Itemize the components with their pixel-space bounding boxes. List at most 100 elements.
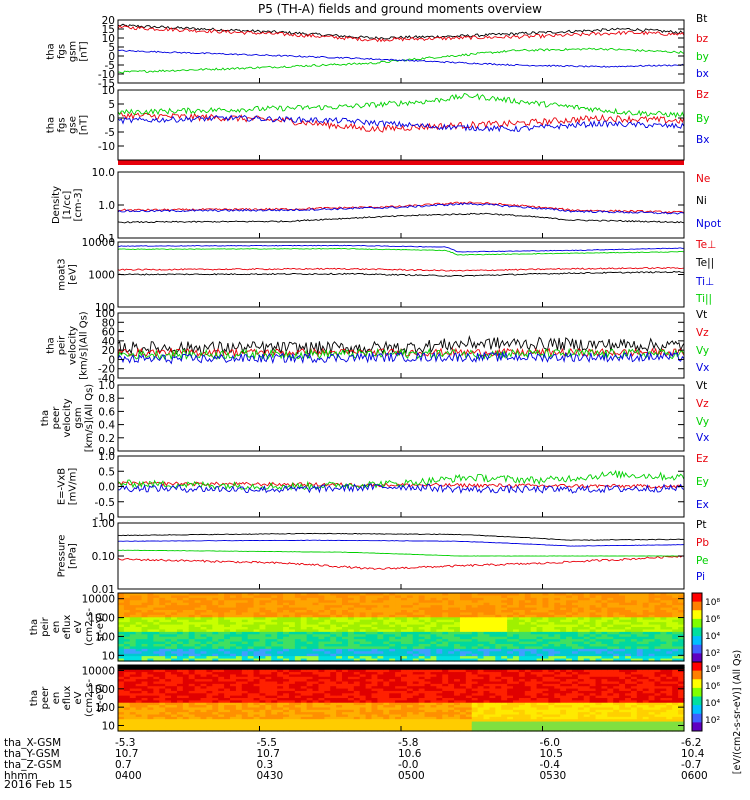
spectrogram-cell xyxy=(171,679,178,683)
spectrogram-cell xyxy=(377,595,384,599)
spectrogram-cell xyxy=(194,676,202,680)
spectrogram-cell xyxy=(200,712,208,716)
spectrogram-cell xyxy=(518,709,526,713)
spectrogram-cell xyxy=(182,595,190,599)
spectrogram-cell xyxy=(194,705,202,709)
spectrogram-cell xyxy=(129,658,137,662)
spectrogram-cell xyxy=(454,617,461,621)
spectrogram-cell xyxy=(312,672,320,676)
y-tick-label: 0.0 xyxy=(98,482,115,494)
spectrogram-cell xyxy=(465,656,473,660)
spectrogram-cell xyxy=(436,712,443,716)
spectrogram-cell xyxy=(554,646,561,650)
spectrogram-cell xyxy=(483,705,491,709)
spectrogram-cell xyxy=(347,646,355,650)
spectrogram-cell xyxy=(636,612,644,616)
spectrogram-cell xyxy=(412,714,420,718)
spectrogram-cell xyxy=(536,593,544,597)
spectrogram-cell xyxy=(171,610,178,614)
spectrogram-cell xyxy=(672,651,679,655)
spectrogram-cell xyxy=(536,669,544,673)
spectrogram-cell xyxy=(471,688,479,692)
spectrogram-cell xyxy=(206,721,213,725)
spectrogram-cell xyxy=(235,719,243,723)
spectrogram-cell xyxy=(277,593,284,597)
spectrogram-cell xyxy=(330,716,337,720)
spectrogram-cell xyxy=(265,622,272,626)
spectrogram-cell xyxy=(401,683,408,687)
spectrogram-cell xyxy=(542,653,549,657)
spectrogram-cell xyxy=(613,612,620,616)
spectrogram-cell xyxy=(454,702,461,706)
spectrogram-cell xyxy=(359,712,367,716)
spectrogram-cell xyxy=(401,707,408,711)
spectrogram-cell xyxy=(159,688,166,692)
spectrogram-cell xyxy=(129,627,137,631)
spectrogram-cell xyxy=(424,597,432,601)
spectrogram-cell xyxy=(336,709,343,713)
spectrogram-cell xyxy=(636,600,644,604)
spectrogram-cell xyxy=(465,644,473,648)
spectrogram-cell xyxy=(153,714,160,718)
spectrogram-cell xyxy=(389,681,396,685)
spectrogram-cell xyxy=(206,665,213,668)
spectrogram-cell xyxy=(513,700,520,704)
spectrogram-cell xyxy=(259,723,266,727)
spectrogram-cell xyxy=(294,726,302,730)
spectrogram-cell xyxy=(283,646,290,650)
spectrogram-cell xyxy=(294,714,302,718)
spectrogram-cell xyxy=(377,631,384,635)
spectrogram-cell xyxy=(330,681,337,685)
spectrogram-cell xyxy=(153,639,160,643)
spectrogram-cell xyxy=(288,707,296,711)
spectrogram-cell xyxy=(129,693,137,697)
spectrogram-cell xyxy=(330,669,337,673)
y-axis-label: fgs xyxy=(57,117,68,132)
spectrogram-cell xyxy=(607,629,614,633)
spectrogram-cell xyxy=(536,716,544,720)
spectrogram-cell xyxy=(619,629,626,633)
spectrogram-cell xyxy=(436,644,443,648)
spectrogram-cell xyxy=(401,595,408,599)
spectrogram-cell xyxy=(353,641,361,645)
spectrogram-cell xyxy=(536,674,544,678)
spectrogram-cell xyxy=(619,614,626,618)
spectrogram-cell xyxy=(642,595,650,599)
spectrogram-cell xyxy=(123,597,131,601)
spectrogram-cell xyxy=(571,617,579,621)
spectrogram-cell xyxy=(483,627,491,631)
spectrogram-cell xyxy=(141,728,149,732)
spectrogram-cell xyxy=(241,683,249,687)
spectrogram-cell xyxy=(536,624,544,628)
spectrogram-cell xyxy=(530,617,538,621)
spectrogram-cell xyxy=(347,622,355,626)
spectrogram-cell xyxy=(265,605,272,609)
spectrogram-cell xyxy=(135,721,143,725)
spectrogram-cell xyxy=(418,686,426,690)
spectrogram-cell xyxy=(165,665,172,668)
spectrogram-cell xyxy=(271,669,278,673)
spectrogram-cell xyxy=(347,709,355,713)
spectrogram-cell xyxy=(418,719,426,723)
spectrogram-cell xyxy=(141,614,149,618)
spectrogram-cell xyxy=(230,698,237,701)
spectrogram-cell xyxy=(259,658,266,662)
spectrogram-cell xyxy=(389,667,396,671)
spectrogram-cell xyxy=(135,695,143,699)
spectrogram-cell xyxy=(454,612,461,616)
spectrogram-cell xyxy=(312,614,320,618)
spectrogram-cell xyxy=(342,702,349,706)
y-tick-label: 0.6 xyxy=(98,406,115,418)
spectrogram-cell xyxy=(277,653,284,657)
spectrogram-cell xyxy=(342,712,349,716)
spectrogram-cell xyxy=(607,595,614,599)
spectrogram-cell xyxy=(194,683,202,687)
spectrogram-cell xyxy=(524,656,532,660)
spectrogram-cell xyxy=(176,627,184,631)
spectrogram-cell xyxy=(613,605,620,609)
spectrogram-cell xyxy=(312,712,320,716)
spectrogram-cell xyxy=(300,624,308,628)
spectrogram-cell xyxy=(454,644,461,648)
spectrogram-cell xyxy=(153,641,160,645)
spectrogram-cell xyxy=(306,617,314,621)
